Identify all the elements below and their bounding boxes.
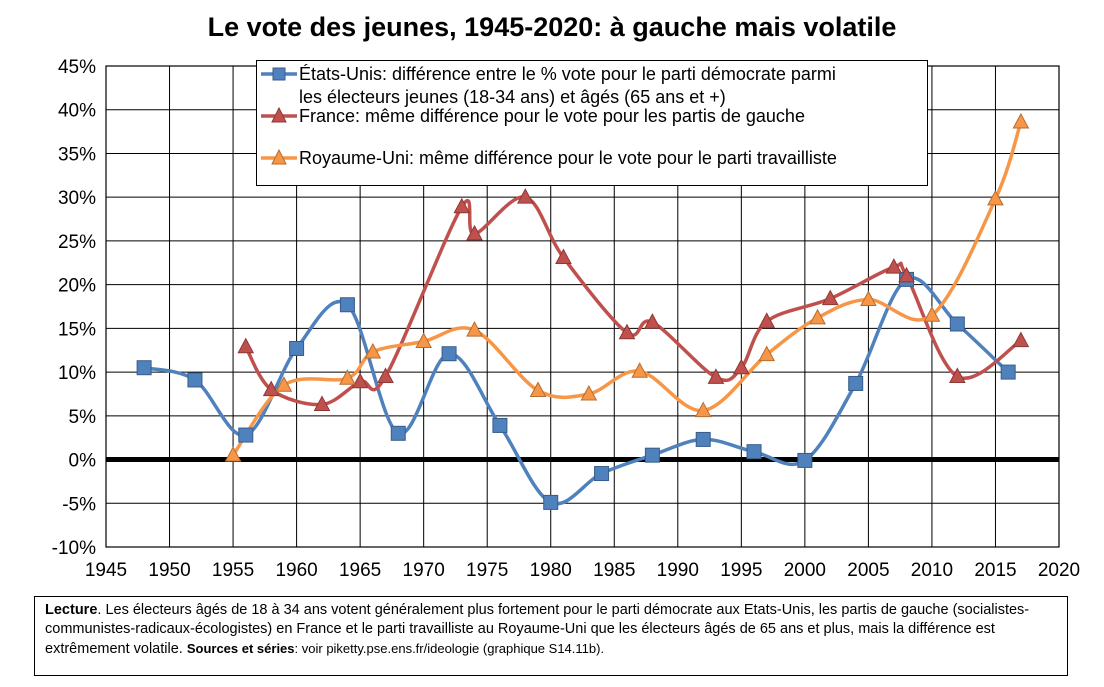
- data-point-france: [453, 197, 471, 214]
- data-point-us: [543, 494, 559, 510]
- data-point-uk: [339, 369, 356, 385]
- triangle-marker-icon: [261, 106, 297, 123]
- legend-label-us: États-Unis: différence entre le % vote p…: [299, 63, 836, 109]
- data-point-france: [466, 224, 483, 241]
- y-tick-label: 20%: [58, 276, 96, 297]
- data-point-france: [351, 372, 369, 389]
- data-point-uk: [694, 401, 712, 418]
- data-point-us: [949, 316, 965, 332]
- x-tick-label: 1950: [148, 560, 190, 581]
- data-point-uk: [466, 321, 483, 337]
- series-layer: [136, 112, 1030, 510]
- data-point-us: [695, 431, 711, 447]
- data-point-uk: [529, 381, 547, 397]
- data-point-uk: [580, 384, 598, 401]
- x-tick-label: 2015: [974, 560, 1016, 581]
- x-tick-label: 2005: [847, 560, 889, 581]
- y-tick-label: 40%: [58, 101, 96, 122]
- caption-lecture-text: . Les électeurs âgés de 18 à 34 ans vote…: [45, 602, 1030, 657]
- data-point-france: [707, 368, 725, 384]
- data-point-france: [516, 188, 534, 204]
- data-point-uk: [758, 345, 776, 362]
- data-point-france: [377, 367, 394, 383]
- y-tick-label: 10%: [58, 363, 96, 384]
- y-tick-label: 45%: [58, 57, 96, 78]
- data-point-us: [644, 447, 660, 463]
- y-tick-label: 5%: [69, 407, 97, 428]
- data-point-france: [644, 313, 661, 329]
- data-point-us: [441, 346, 457, 362]
- x-tick-label: 1995: [720, 560, 762, 581]
- data-point-uk: [1012, 112, 1030, 129]
- x-tick-label: 2020: [1038, 560, 1080, 581]
- y-tick-label: -10%: [52, 538, 96, 559]
- x-tick-label: 1960: [275, 560, 317, 581]
- data-point-france: [313, 395, 331, 411]
- data-point-us: [390, 425, 406, 441]
- data-point-uk: [224, 446, 242, 462]
- y-tick-label: -5%: [62, 494, 96, 515]
- x-tick-label: 1970: [403, 560, 445, 581]
- y-tick-label: 0%: [69, 451, 97, 472]
- y-tick-label: 25%: [58, 232, 96, 253]
- legend-label-france: France: même différence pour le vote pou…: [299, 106, 805, 126]
- x-tick-label: 2010: [911, 560, 953, 581]
- data-point-us: [594, 466, 610, 482]
- data-point-france: [237, 337, 255, 354]
- data-point-france: [898, 266, 915, 283]
- y-tick-label: 15%: [58, 319, 96, 340]
- caption-sources-text: : voir piketty.pse.ens.fr/ideologie (gra…: [294, 641, 605, 656]
- legend: États-Unis: différence entre le % vote p…: [256, 60, 928, 186]
- data-point-us: [136, 360, 152, 376]
- data-point-us: [339, 297, 355, 313]
- data-point-france: [555, 248, 572, 265]
- x-tick-label: 1980: [530, 560, 572, 581]
- legend-label-us-line1: États-Unis: différence entre le % vote p…: [299, 64, 836, 84]
- data-point-france: [262, 380, 280, 397]
- data-point-france: [821, 289, 839, 306]
- caption-sources-label: Sources et séries: [186, 641, 295, 656]
- chart-title: Le vote des jeunes, 1945-2020: à gauche …: [207, 12, 897, 42]
- data-point-france: [1012, 331, 1030, 348]
- x-tick-label: 1990: [657, 560, 699, 581]
- data-point-france: [885, 258, 903, 274]
- caption-lecture-label: Lecture: [45, 602, 98, 618]
- triangle-marker-icon: [261, 148, 297, 165]
- data-point-us: [848, 375, 864, 391]
- data-point-uk: [860, 290, 877, 307]
- data-point-uk: [275, 376, 293, 392]
- x-tick-label: 1985: [593, 560, 635, 581]
- data-point-france: [758, 312, 776, 328]
- x-tick-label: 2000: [784, 560, 826, 581]
- data-point-us: [1000, 364, 1016, 380]
- x-tick-label: 1945: [85, 560, 127, 581]
- legend-label-us-line2: les électeurs jeunes (18-34 ans) et âgés…: [299, 87, 726, 107]
- data-point-uk: [364, 342, 382, 359]
- legend-label-uk: Royaume-Uni: même différence pour le vot…: [299, 148, 837, 168]
- data-point-france: [618, 323, 636, 340]
- data-point-us: [289, 340, 305, 356]
- x-tick-label: 1955: [212, 560, 254, 581]
- data-point-uk: [809, 308, 826, 325]
- y-tick-label: 35%: [58, 144, 96, 165]
- data-point-uk: [923, 306, 941, 322]
- data-point-uk: [987, 189, 1004, 206]
- caption-box: Lecture. Les électeurs âgés de 18 à 34 a…: [34, 596, 1068, 676]
- square-marker-icon: [261, 67, 297, 81]
- series-line-france: [244, 195, 1023, 407]
- data-point-us: [746, 444, 762, 460]
- data-point-us: [492, 417, 508, 433]
- data-point-uk: [415, 332, 433, 348]
- data-point-us: [797, 452, 813, 468]
- data-point-france: [949, 367, 966, 383]
- x-tick-label: 1975: [466, 560, 508, 581]
- data-point-us: [238, 427, 254, 443]
- chart-plot: 1945 1950 1955 1960 1965 1970 1975 1980 1985 1990…: [52, 57, 1081, 581]
- y-tick-label: 30%: [58, 188, 96, 209]
- x-tick-label: 1965: [339, 560, 381, 581]
- data-point-uk: [631, 362, 649, 378]
- axes: 1945 1950 1955 1960 1965 1970 1975 1980 1985 1990…: [52, 57, 1081, 581]
- data-point-us: [187, 372, 203, 388]
- data-point-france: [732, 358, 750, 375]
